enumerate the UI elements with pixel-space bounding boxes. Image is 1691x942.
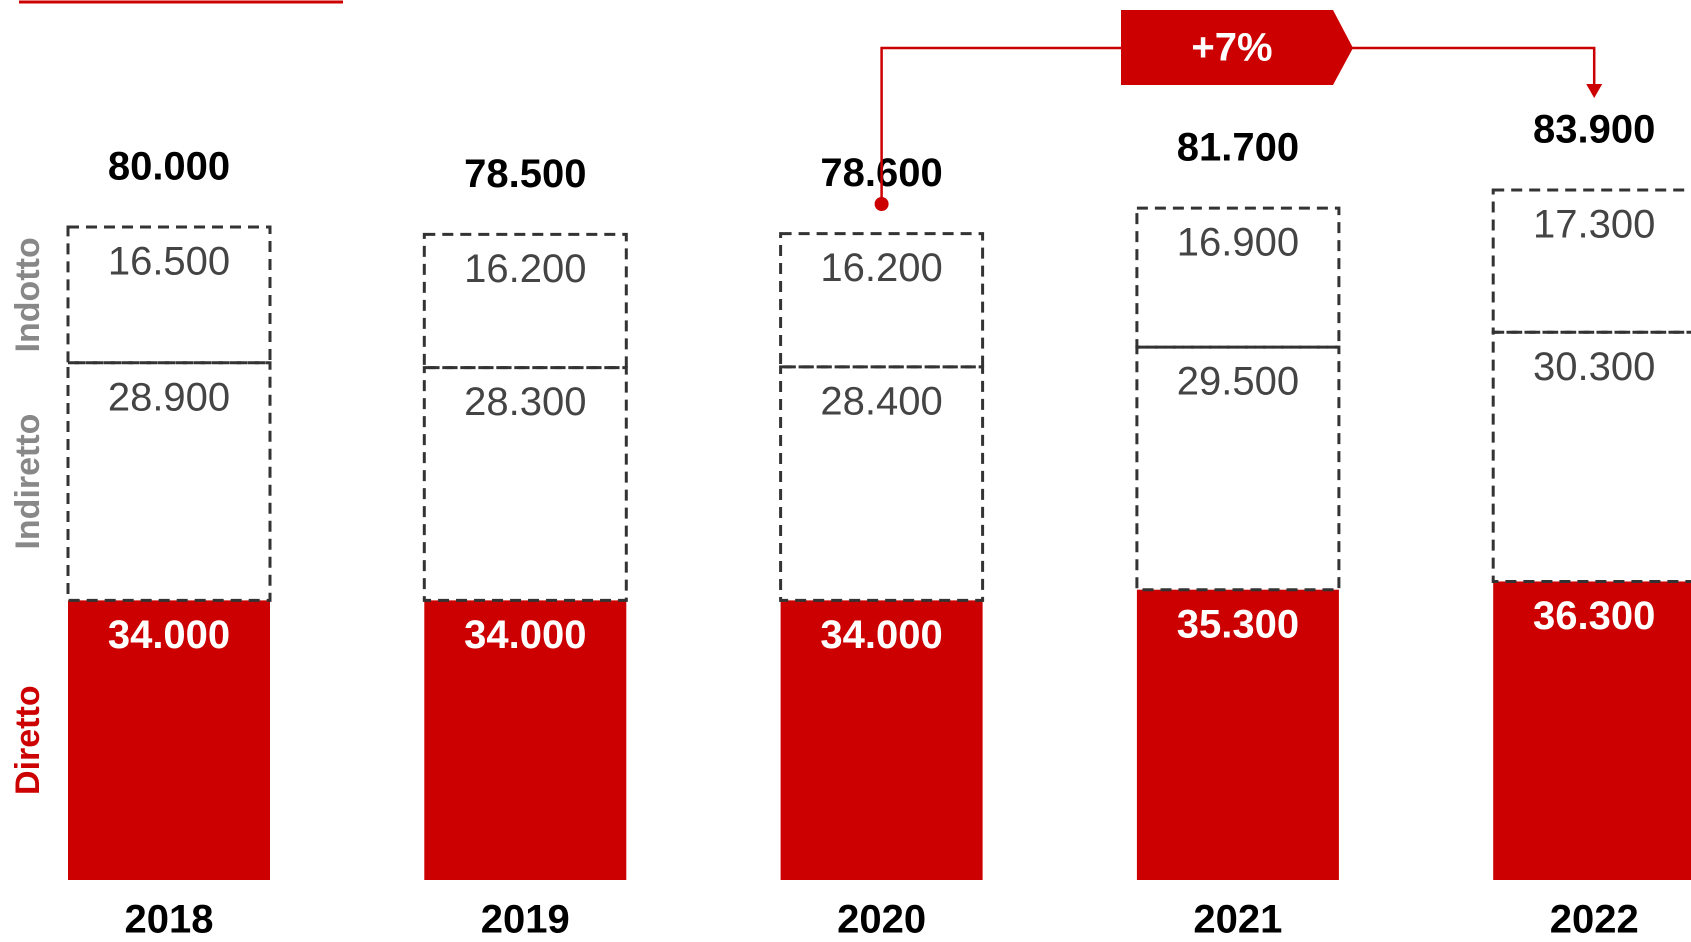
- value-label: 34.000: [108, 613, 230, 657]
- annotation-arrow: [1586, 84, 1603, 98]
- x-tick-label: 2018: [125, 898, 214, 942]
- annotation-text: +7%: [1191, 26, 1272, 70]
- value-label: 36.300: [1533, 594, 1655, 638]
- bar-segment: [66, 225, 272, 365]
- value-label: 35.300: [1177, 602, 1299, 646]
- total-label: 80.000: [108, 145, 230, 189]
- x-tick-label: 2021: [1193, 898, 1282, 942]
- value-label: 34.000: [464, 613, 586, 657]
- bar-segment: [1491, 330, 1691, 583]
- x-tick-label: 2022: [1550, 898, 1639, 942]
- value-label: 29.500: [1177, 360, 1299, 404]
- value-label: 28.400: [820, 379, 942, 423]
- value-label: 34.000: [820, 613, 942, 657]
- value-label: 28.900: [108, 375, 230, 419]
- bar-segment: [780, 600, 983, 880]
- annotation-box: [1121, 10, 1353, 85]
- bar-segment: [1491, 188, 1691, 334]
- annotation-dot: [874, 197, 889, 211]
- legend-label: Indotto: [9, 237, 47, 352]
- bar-segment: [1135, 206, 1341, 349]
- x-tick-label: 2019: [481, 898, 570, 942]
- bar-segment: [422, 232, 628, 370]
- legend-label: Indiretto: [9, 414, 47, 550]
- value-label: 28.300: [464, 380, 586, 424]
- bar-segment: [68, 600, 270, 880]
- value-label: 17.300: [1533, 203, 1655, 247]
- bar-segment: [779, 232, 985, 369]
- total-label: 81.700: [1177, 126, 1299, 170]
- total-label: 83.900: [1533, 108, 1655, 152]
- x-tick-label: 2020: [837, 898, 926, 942]
- value-label: 16.500: [108, 240, 230, 284]
- value-label: 16.200: [464, 247, 586, 291]
- bar-segment: [1136, 589, 1339, 880]
- total-label: 78.500: [464, 152, 586, 196]
- legend-label: Diretto: [9, 685, 47, 795]
- value-label: 16.200: [820, 246, 942, 290]
- value-label: 16.900: [1177, 221, 1299, 265]
- bar-segment: [424, 600, 627, 880]
- value-label: 30.300: [1533, 345, 1655, 389]
- bar-segment: [1493, 581, 1691, 880]
